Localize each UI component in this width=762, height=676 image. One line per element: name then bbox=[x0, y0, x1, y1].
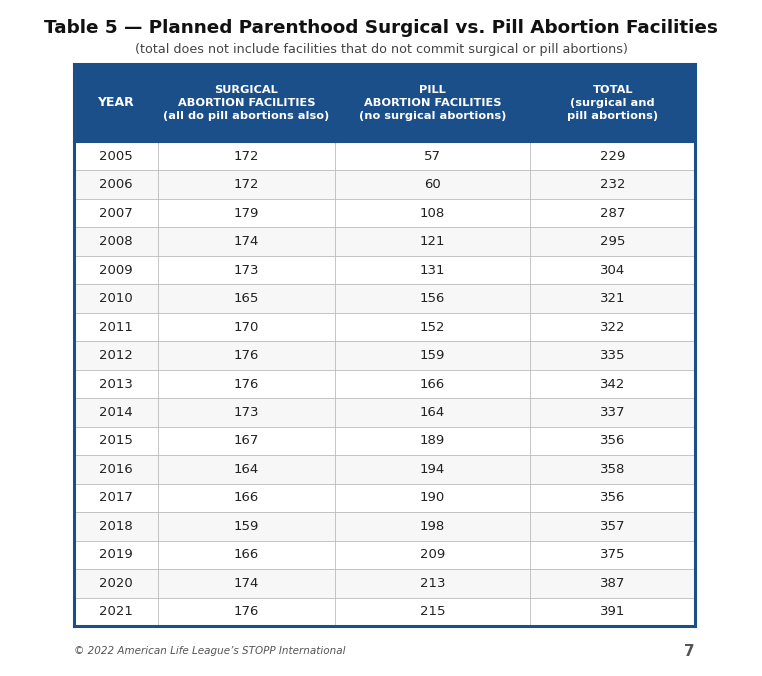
Text: © 2022 American Life League’s STOPP International: © 2022 American Life League’s STOPP Inte… bbox=[74, 646, 345, 656]
Text: 173: 173 bbox=[234, 406, 259, 419]
Text: 375: 375 bbox=[600, 548, 626, 561]
Text: 173: 173 bbox=[234, 264, 259, 276]
Bar bbox=[74, 455, 695, 483]
Text: 166: 166 bbox=[234, 548, 259, 561]
Bar bbox=[74, 256, 695, 285]
Text: 167: 167 bbox=[234, 435, 259, 448]
Text: 387: 387 bbox=[600, 577, 626, 589]
Bar bbox=[74, 199, 695, 227]
Text: YEAR: YEAR bbox=[98, 97, 134, 110]
Text: 198: 198 bbox=[420, 520, 445, 533]
Text: TOTAL
(surgical and
pill abortions): TOTAL (surgical and pill abortions) bbox=[567, 85, 658, 121]
Bar bbox=[74, 341, 695, 370]
Text: 166: 166 bbox=[420, 377, 445, 391]
Bar bbox=[74, 541, 695, 569]
Text: 2007: 2007 bbox=[99, 207, 133, 220]
Text: 322: 322 bbox=[600, 320, 626, 333]
Text: 215: 215 bbox=[420, 605, 445, 619]
Text: 60: 60 bbox=[424, 178, 441, 191]
Text: 304: 304 bbox=[600, 264, 626, 276]
Bar bbox=[74, 227, 695, 256]
Text: 57: 57 bbox=[424, 150, 441, 163]
Text: 391: 391 bbox=[600, 605, 626, 619]
Text: 358: 358 bbox=[600, 463, 626, 476]
Bar bbox=[74, 370, 695, 398]
Text: 159: 159 bbox=[234, 520, 259, 533]
Text: 179: 179 bbox=[234, 207, 259, 220]
Bar bbox=[74, 512, 695, 541]
Text: PILL
ABORTION FACILITIES
(no surgical abortions): PILL ABORTION FACILITIES (no surgical ab… bbox=[359, 85, 506, 121]
Text: 2005: 2005 bbox=[99, 150, 133, 163]
Text: 121: 121 bbox=[420, 235, 445, 248]
Text: 335: 335 bbox=[600, 349, 626, 362]
Text: 170: 170 bbox=[234, 320, 259, 333]
Text: 190: 190 bbox=[420, 491, 445, 504]
Text: 2006: 2006 bbox=[99, 178, 133, 191]
Bar bbox=[74, 398, 695, 427]
Text: 287: 287 bbox=[600, 207, 626, 220]
Text: 342: 342 bbox=[600, 377, 626, 391]
Text: 2009: 2009 bbox=[99, 264, 133, 276]
Text: Table 5 — Planned Parenthood Surgical vs. Pill Abortion Facilities: Table 5 — Planned Parenthood Surgical vs… bbox=[44, 19, 718, 37]
Text: 2010: 2010 bbox=[99, 292, 133, 305]
Text: 164: 164 bbox=[420, 406, 445, 419]
Text: 2020: 2020 bbox=[99, 577, 133, 589]
Bar bbox=[74, 170, 695, 199]
Text: 172: 172 bbox=[234, 178, 259, 191]
Text: 108: 108 bbox=[420, 207, 445, 220]
Text: 209: 209 bbox=[420, 548, 445, 561]
Text: 2014: 2014 bbox=[99, 406, 133, 419]
Text: 229: 229 bbox=[600, 150, 626, 163]
Text: 156: 156 bbox=[420, 292, 445, 305]
Bar bbox=[530, 64, 695, 142]
Text: 164: 164 bbox=[234, 463, 259, 476]
Text: 174: 174 bbox=[234, 235, 259, 248]
Bar bbox=[74, 483, 695, 512]
Text: 357: 357 bbox=[600, 520, 626, 533]
Text: 7: 7 bbox=[684, 644, 695, 658]
Text: 321: 321 bbox=[600, 292, 626, 305]
Text: 131: 131 bbox=[420, 264, 445, 276]
Text: 165: 165 bbox=[234, 292, 259, 305]
Text: 2018: 2018 bbox=[99, 520, 133, 533]
Text: (total does not include facilities that do not commit surgical or pill abortions: (total does not include facilities that … bbox=[135, 43, 627, 57]
Text: 194: 194 bbox=[420, 463, 445, 476]
Bar bbox=[74, 142, 695, 170]
Text: 159: 159 bbox=[420, 349, 445, 362]
Bar bbox=[74, 598, 695, 626]
Text: 337: 337 bbox=[600, 406, 626, 419]
Text: 2011: 2011 bbox=[99, 320, 133, 333]
Text: 2015: 2015 bbox=[99, 435, 133, 448]
Bar bbox=[74, 427, 695, 455]
Text: 232: 232 bbox=[600, 178, 626, 191]
Bar bbox=[74, 569, 695, 598]
Text: 176: 176 bbox=[234, 349, 259, 362]
Text: 2019: 2019 bbox=[99, 548, 133, 561]
Text: SURGICAL
ABORTION FACILITIES
(all do pill abortions also): SURGICAL ABORTION FACILITIES (all do pil… bbox=[163, 85, 329, 121]
Bar bbox=[158, 64, 335, 142]
Text: 2016: 2016 bbox=[99, 463, 133, 476]
Bar bbox=[74, 285, 695, 313]
Text: 152: 152 bbox=[420, 320, 445, 333]
Text: 2017: 2017 bbox=[99, 491, 133, 504]
Bar bbox=[74, 313, 695, 341]
Text: 172: 172 bbox=[234, 150, 259, 163]
Text: 356: 356 bbox=[600, 435, 626, 448]
Text: 2013: 2013 bbox=[99, 377, 133, 391]
Text: 176: 176 bbox=[234, 605, 259, 619]
Text: 356: 356 bbox=[600, 491, 626, 504]
Text: 2021: 2021 bbox=[99, 605, 133, 619]
Bar bbox=[74, 64, 158, 142]
Text: 174: 174 bbox=[234, 577, 259, 589]
Bar bbox=[335, 64, 530, 142]
Text: 295: 295 bbox=[600, 235, 626, 248]
Text: 176: 176 bbox=[234, 377, 259, 391]
Text: 213: 213 bbox=[420, 577, 445, 589]
Text: 2008: 2008 bbox=[99, 235, 133, 248]
Text: 166: 166 bbox=[234, 491, 259, 504]
Text: 189: 189 bbox=[420, 435, 445, 448]
Text: 2012: 2012 bbox=[99, 349, 133, 362]
